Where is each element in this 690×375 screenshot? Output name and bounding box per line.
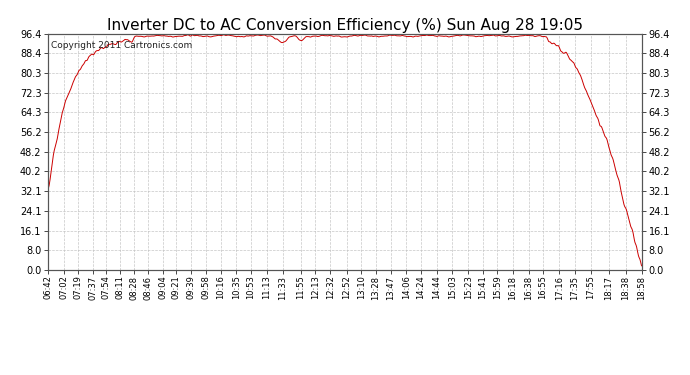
Title: Inverter DC to AC Conversion Efficiency (%) Sun Aug 28 19:05: Inverter DC to AC Conversion Efficiency … [107, 18, 583, 33]
Text: Copyright 2011 Cartronics.com: Copyright 2011 Cartronics.com [51, 41, 193, 50]
